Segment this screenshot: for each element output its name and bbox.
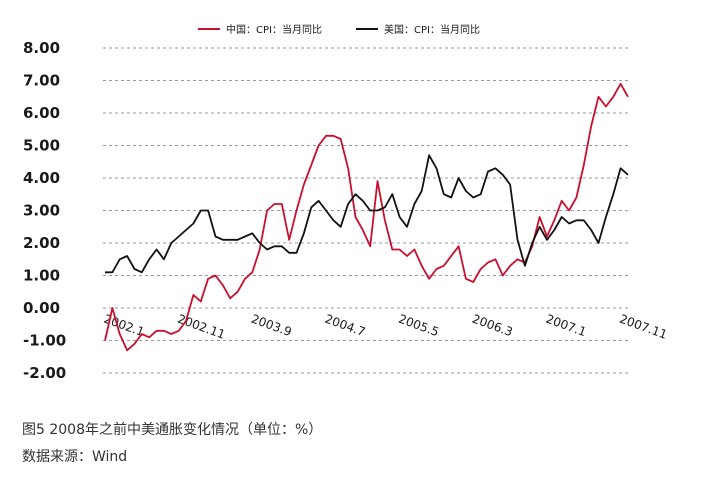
y-tick-label: 3.00 (23, 202, 60, 220)
china-cpi-line (104, 82, 629, 352)
x-tick-label: 2007.11 (618, 312, 669, 342)
y-tick-label: 5.00 (23, 137, 60, 155)
data-source-note: 数据来源：Wind (22, 449, 128, 465)
y-tick-label: 0.00 (23, 299, 60, 317)
us-cpi-line (105, 154, 629, 274)
y-tick-label: 2.00 (23, 234, 60, 252)
x-tick-label: 2004.7 (323, 312, 367, 340)
y-tick-label: 4.00 (23, 169, 60, 187)
x-tick-label: 2003.9 (249, 312, 293, 340)
y-tick-label: 6.00 (23, 104, 60, 122)
x-tick-label: 2005.5 (397, 312, 441, 340)
y-tick-label: 7.00 (23, 72, 60, 90)
y-tick-label: -1.00 (23, 332, 66, 350)
y-tick-label: 1.00 (23, 267, 60, 285)
legend-label-us: 美国：CPI：当月同比 (384, 23, 480, 36)
x-tick-label: 2007.1 (544, 312, 588, 340)
x-tick-label: 2002.11 (176, 312, 227, 342)
figure-caption: 图5 2008年之前中美通胀变化情况（单位：%） (22, 422, 323, 438)
y-tick-label: -2.00 (23, 364, 66, 382)
y-tick-label: 8.00 (23, 39, 60, 57)
legend-label-china: 中国：CPI：当月同比 (226, 23, 322, 36)
x-tick-label: 2006.3 (470, 312, 514, 340)
